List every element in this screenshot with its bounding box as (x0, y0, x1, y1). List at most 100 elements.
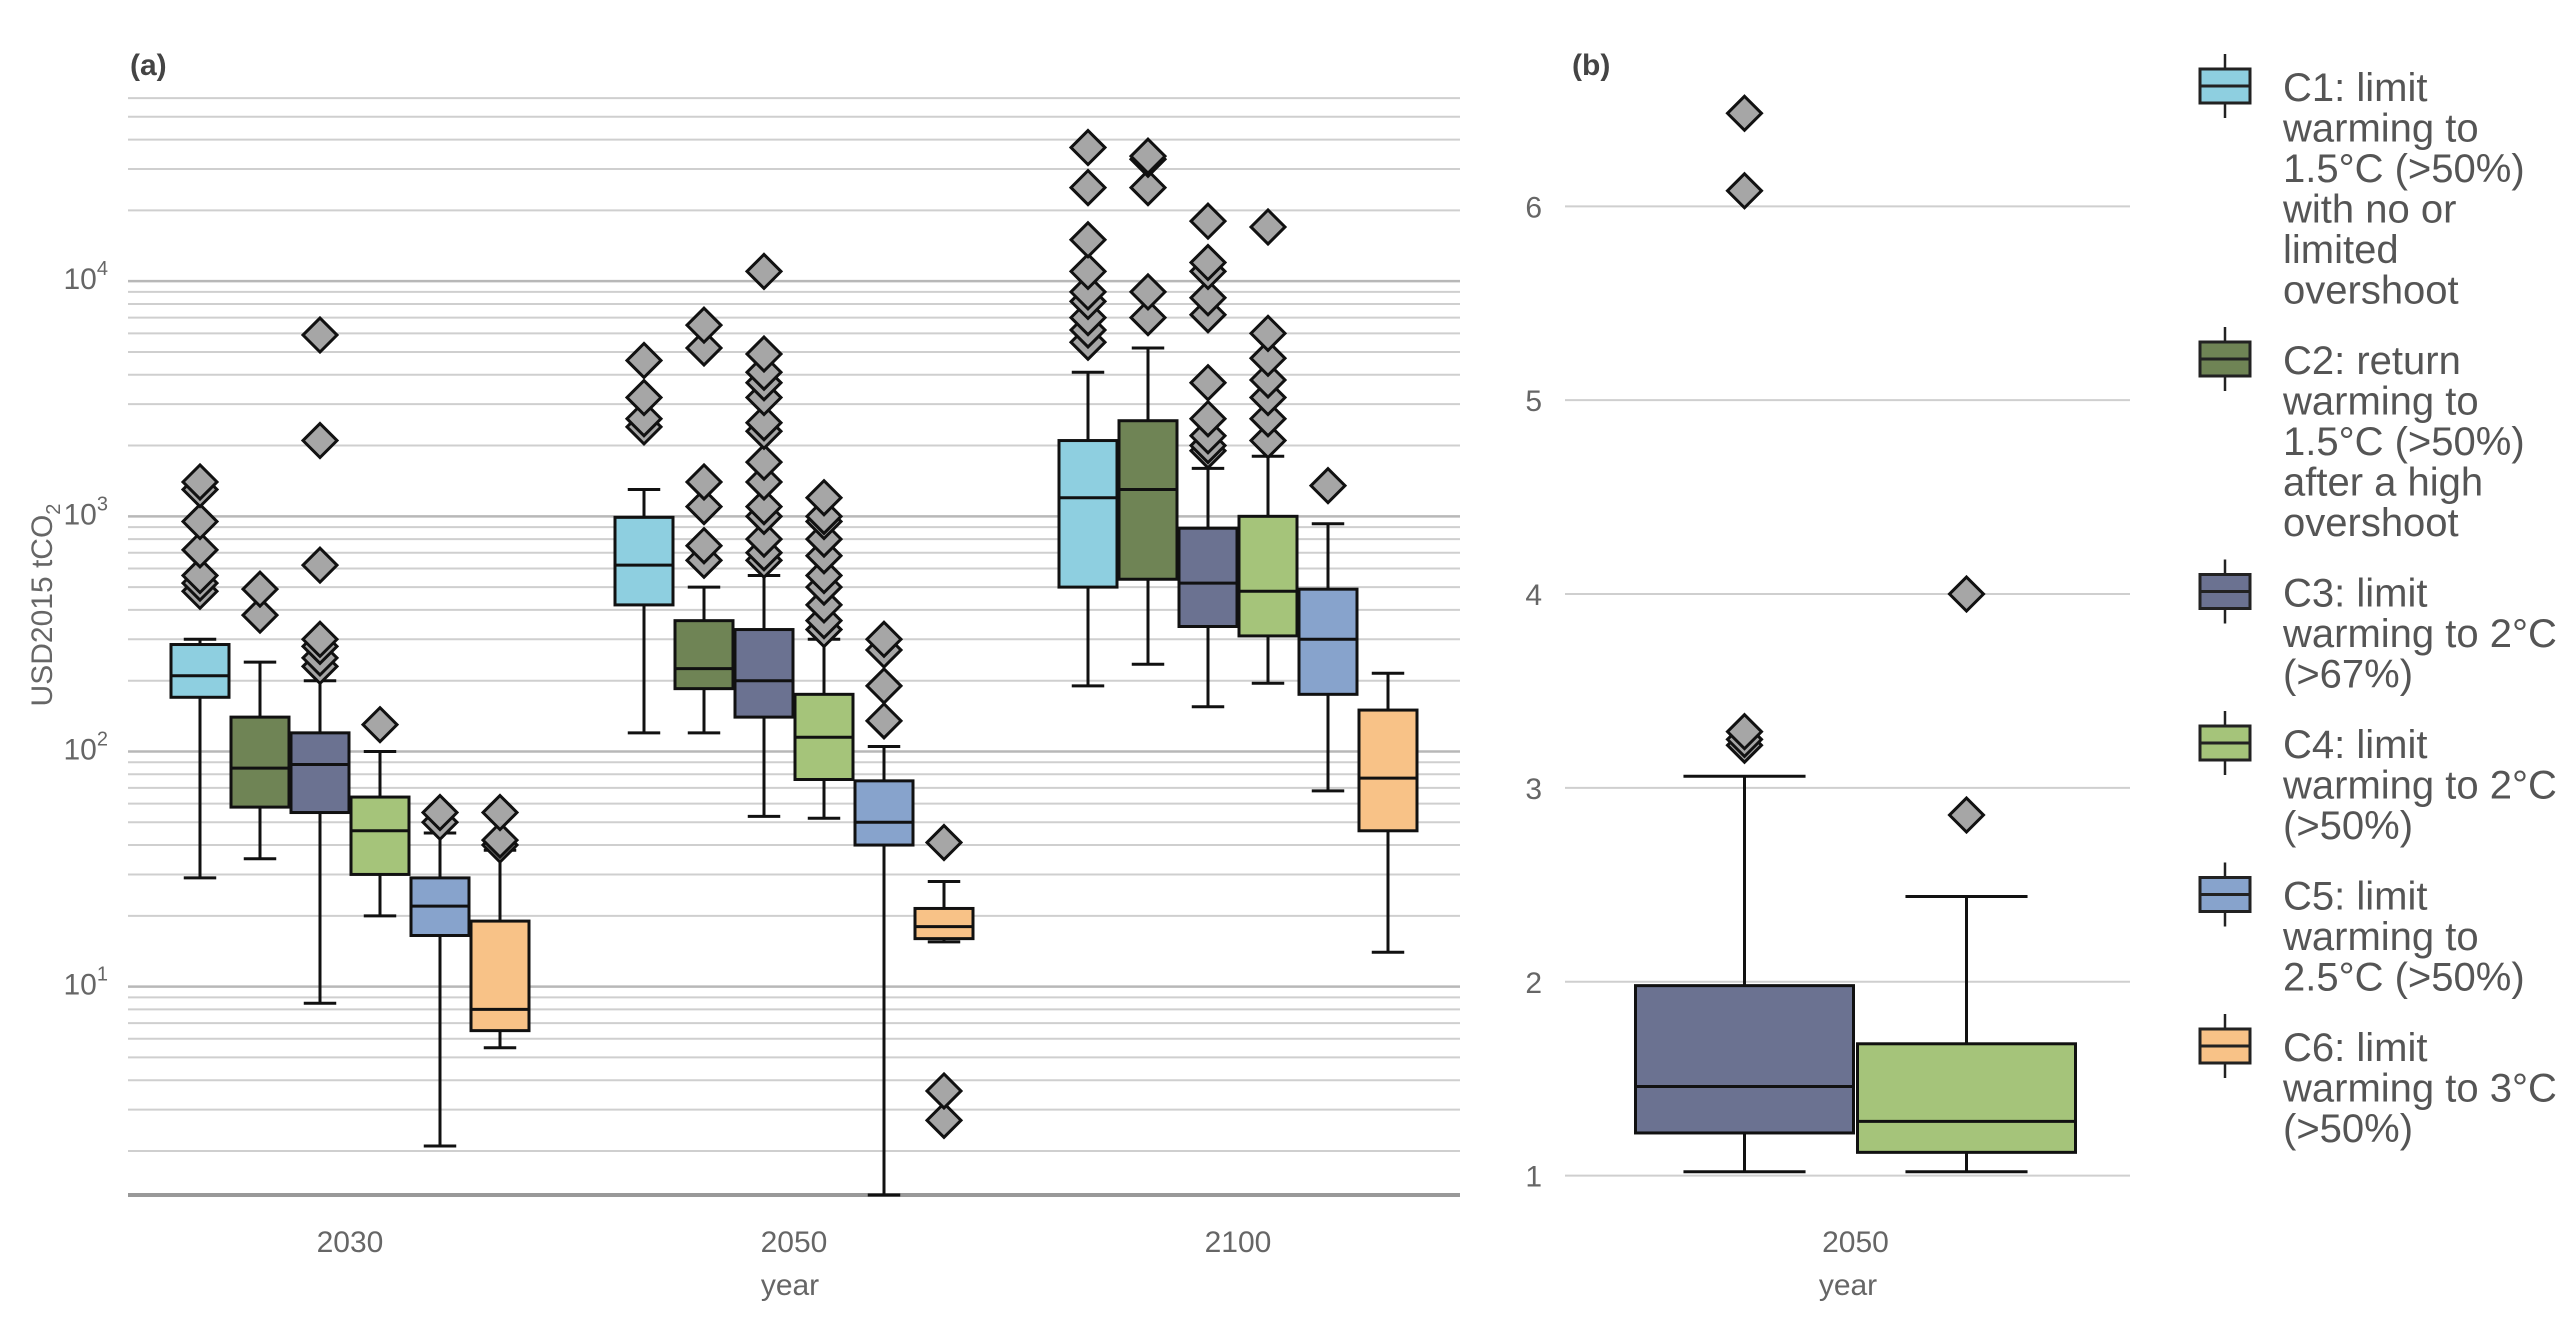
panel-b: 1 2 3 4 5 6 2050 (b) year (1525, 49, 2130, 1302)
panel-a-boxes (169, 128, 1419, 1197)
box-C2-2100-flier (1128, 272, 1168, 312)
box-C4-2050-box (1856, 1042, 2077, 1154)
box-C2-2030-box (229, 715, 291, 809)
x-tick-label: 2050 (1822, 1226, 1889, 1259)
box-C6-2050-flier (924, 823, 964, 862)
x-tick-label: 2100 (1205, 1226, 1272, 1259)
legend-label: C6: limit (2283, 1026, 2427, 1070)
panel-a: 101 102 103 104 2030 2050 2100 (a) USD2015 tC… (26, 49, 1460, 1302)
box-C5-2050-flier (864, 666, 904, 706)
box-C1-2100-flier (1068, 252, 1108, 291)
box-C3-2100-flier (1188, 243, 1228, 282)
box-C2-2050-flier (684, 526, 724, 565)
box-C2-2100-flier (1128, 137, 1168, 176)
box-C6-2030-box (469, 919, 531, 1033)
box-C4-2100-flier (1248, 314, 1288, 353)
y-tick-label: 5 (1525, 385, 1542, 418)
legend-label: C5: limit (2283, 875, 2427, 919)
legend-label: limited (2283, 228, 2399, 272)
x-tick-label: 2030 (317, 1226, 384, 1259)
legend-label: 2.5°C (>50%) (2283, 956, 2525, 1000)
legend-label: with no or (2282, 188, 2456, 232)
box-C2-2100-flier (1128, 298, 1168, 337)
box-C5-2050-flier (864, 701, 904, 740)
y-tick-exponent: 4 (97, 258, 108, 280)
box-C2-2100-flier (1128, 168, 1168, 207)
legend-label: 1.5°C (>50%) (2283, 420, 2525, 464)
box-C1-2100-flier (1068, 272, 1108, 312)
box-C1-2050-flier (624, 378, 664, 417)
y-tick-label: 104 (64, 258, 109, 296)
box-C4-2050-flier (804, 478, 844, 517)
panel-a-x-axis-title: year (761, 1269, 819, 1302)
box-C6-2030-flier (480, 793, 520, 832)
legend-label: (>50%) (2283, 804, 2413, 848)
box-C6-2050-box (913, 906, 975, 941)
box-C3-2100-flier (1188, 363, 1228, 402)
box-C1-2030-box (169, 643, 231, 699)
box-C1-2030-flier (180, 502, 220, 541)
box-C3-2050-box (1634, 984, 1855, 1135)
box-C3-2100-flier (1188, 278, 1228, 317)
y-axis-title-subscript: 2 (43, 504, 65, 515)
panel-b-x-ticks: 2050 (1822, 1226, 1889, 1259)
y-tick-exponent: 3 (97, 493, 108, 515)
y-tick-label: 102 (64, 728, 109, 766)
box-C4-2050-flier (1947, 574, 1986, 614)
y-tick-label: 6 (1525, 191, 1542, 224)
legend-label: C1: limit (2283, 66, 2427, 110)
legend-label: overshoot (2283, 501, 2459, 545)
box-C1-2050-flier (624, 341, 664, 380)
panel-a-x-ticks: 2030 2050 2100 (317, 1226, 1272, 1259)
box-C3-2050-flier (744, 252, 784, 291)
box-C1-2100-flier (1068, 128, 1108, 167)
box-C4-2100-flier (1248, 360, 1288, 400)
box-C5-2030-flier (420, 793, 460, 832)
box-C3-2050-flier (744, 334, 784, 374)
box-C3-2030-box (289, 731, 351, 815)
box-C1-2030-flier (180, 556, 220, 595)
y-tick-exponent: 2 (97, 728, 108, 750)
box-C6-2030-flier (480, 820, 520, 860)
box-C2-2030-flier (240, 596, 280, 635)
box-C1-2100-flier (1068, 220, 1108, 259)
box-C4-2100-flier (1248, 421, 1288, 460)
box-C3-2030-flier (300, 315, 340, 355)
legend-label: warming to 2°C (2282, 612, 2557, 656)
legend-label: (>67%) (2283, 653, 2413, 697)
legend-label: C3: limit (2283, 572, 2427, 616)
box-C3-2050-flier (1725, 94, 1764, 133)
box-C6-2100-box (1357, 708, 1419, 833)
box-C4-2030-flier (360, 705, 400, 744)
legend-label: C2: return (2283, 339, 2461, 383)
box-C3-2030-flier (300, 421, 340, 460)
legend-label: (>50%) (2283, 1107, 2413, 1151)
box-C4-2050-flier (1947, 795, 1986, 835)
box-C3-2050-flier (744, 462, 784, 502)
y-tick-label: 2 (1525, 967, 1542, 1000)
box-C5-2050-flier (864, 620, 904, 659)
box-C4-2100-flier (1248, 339, 1288, 378)
legend-label: warming to 3°C (2282, 1067, 2557, 1111)
box-C5-2100-flier (1308, 466, 1348, 505)
legend-label: C4: limit (2283, 723, 2427, 767)
box-C3-2050-flier (1725, 712, 1764, 751)
legend-label: warming to (2282, 915, 2479, 959)
box-C3-2030-flier (300, 546, 340, 585)
x-tick-label: 2050 (761, 1226, 828, 1259)
box-C4-2100-flier (1248, 207, 1288, 247)
box-C2-2050-flier (684, 462, 724, 502)
box-C4-2100-box (1237, 514, 1299, 638)
box-C6-2050-flier (924, 1101, 964, 1140)
box-C3-2050-flier (744, 443, 784, 482)
box-C6-2050-flier (924, 1071, 964, 1111)
legend-label: warming to (2282, 380, 2479, 424)
box-C3-2030-flier (300, 620, 340, 659)
box-C3-2050-flier (744, 403, 784, 442)
box-C4-2030-box (349, 795, 411, 876)
